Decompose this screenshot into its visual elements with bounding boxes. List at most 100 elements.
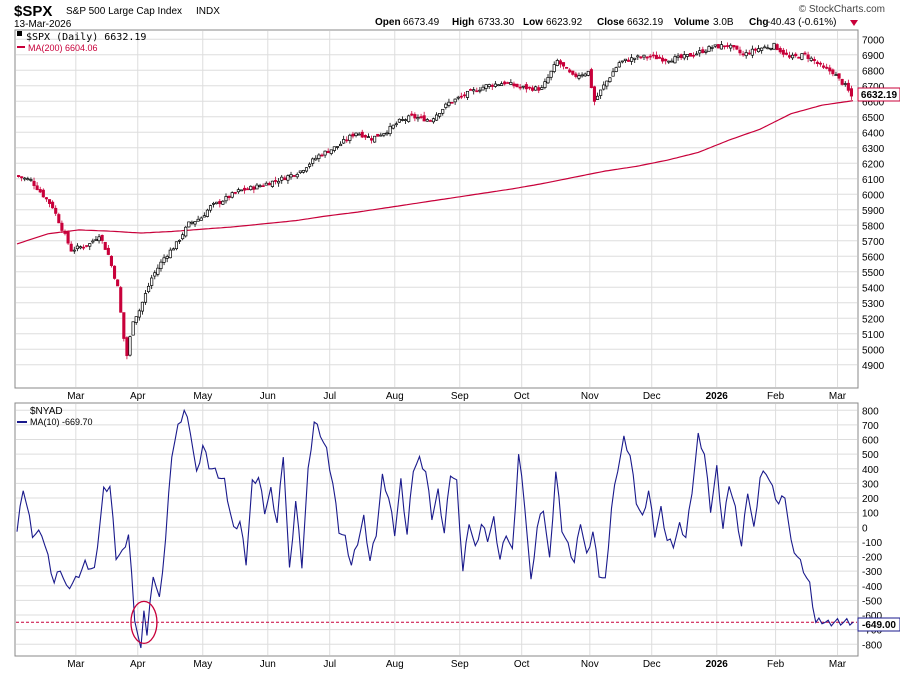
candle [314, 155, 318, 161]
candle [382, 133, 386, 138]
candle [94, 235, 98, 241]
candle [109, 255, 113, 268]
candle [552, 61, 556, 74]
candle [732, 45, 736, 51]
breadth-x-tick: Sep [451, 659, 469, 670]
candle [78, 245, 83, 250]
high-label: High [452, 17, 474, 28]
candle [106, 244, 110, 256]
candle [407, 114, 411, 123]
candle [760, 47, 764, 54]
candle [246, 187, 250, 191]
date-label: 13-Mar-2026 [14, 19, 72, 30]
candle [722, 45, 727, 50]
candle [143, 289, 148, 305]
candle [772, 42, 776, 50]
candle [518, 83, 522, 91]
candle [16, 174, 21, 178]
candle [555, 58, 559, 67]
candle [787, 51, 792, 60]
candle [558, 58, 562, 68]
candle [757, 45, 761, 53]
candle [636, 54, 640, 61]
candle [630, 54, 634, 65]
candle [444, 102, 448, 110]
price-x-tick: Apr [130, 391, 146, 402]
candle [230, 191, 234, 199]
candle [834, 71, 838, 76]
price-x-tick: Oct [514, 391, 530, 402]
candle [549, 70, 553, 81]
breadth-last-value: -649.00 [862, 620, 896, 631]
candle [710, 45, 714, 52]
candle [97, 234, 101, 244]
candle [342, 135, 346, 144]
breadth-y-tick: 600 [862, 436, 879, 447]
price-y-axis: 4900 5000 5100 5200 5300 5400 5500 5600 5700 5800… [862, 35, 885, 371]
candle [119, 285, 123, 313]
candle [766, 44, 770, 50]
candle [243, 185, 247, 194]
candle [506, 81, 510, 84]
candle [778, 46, 782, 54]
candle [726, 42, 730, 49]
candle [369, 135, 374, 144]
candle [679, 53, 683, 61]
close-value: 6632.19 [627, 17, 664, 28]
price-x-tick: Nov [581, 391, 599, 402]
candle [490, 83, 494, 91]
volume-value: 3.0B [713, 17, 734, 28]
price-y-tick: 5800 [862, 221, 885, 232]
candle [66, 230, 70, 245]
candle [47, 199, 52, 208]
candle [326, 148, 330, 154]
price-y-tick: 6100 [862, 175, 885, 186]
breadth-y-tick: 200 [862, 494, 879, 505]
breadth-y-tick: 0 [862, 523, 868, 534]
price-y-tick: 6900 [862, 51, 885, 62]
price-y-tick: 6800 [862, 66, 885, 77]
candle [831, 68, 835, 77]
candle [51, 200, 55, 209]
price-last-badge: 6632.19 [857, 87, 900, 102]
candle [298, 170, 302, 175]
candle [131, 321, 135, 336]
candle [688, 53, 692, 57]
breadth-last-badge: -649.00 [857, 617, 900, 632]
candle [357, 132, 361, 136]
candle [698, 47, 702, 57]
candle [691, 52, 696, 59]
breadth-y-tick: 800 [862, 406, 879, 417]
candle [339, 141, 343, 147]
price-gridlines [16, 31, 857, 387]
candle [270, 180, 274, 188]
price-x-tick: Jul [323, 391, 336, 402]
candle [447, 98, 451, 108]
candle [255, 182, 259, 190]
candle [373, 135, 377, 143]
breadth-y-tick: 400 [862, 465, 879, 476]
candle [295, 172, 299, 179]
open-label: Open [375, 17, 401, 28]
candle [273, 176, 278, 185]
candle [667, 60, 671, 64]
price-x-tick: Mar [829, 391, 847, 402]
candle [800, 53, 804, 61]
price-x-tick: Sep [451, 391, 469, 402]
candle [682, 50, 686, 61]
candle [422, 111, 426, 122]
candle [82, 244, 86, 251]
candle [171, 247, 175, 251]
candle [181, 232, 185, 241]
candle [763, 44, 767, 49]
ohlc-readout: Open 6673.49 High 6733.30 Low 6623.92 Cl… [375, 17, 858, 28]
candle [487, 83, 491, 90]
candle [747, 49, 751, 56]
candle [620, 60, 624, 64]
candle [69, 241, 73, 252]
candle [469, 88, 473, 91]
candle [654, 51, 658, 60]
low-value: 6623.92 [546, 17, 583, 28]
candle [707, 45, 711, 52]
candle [515, 83, 519, 88]
